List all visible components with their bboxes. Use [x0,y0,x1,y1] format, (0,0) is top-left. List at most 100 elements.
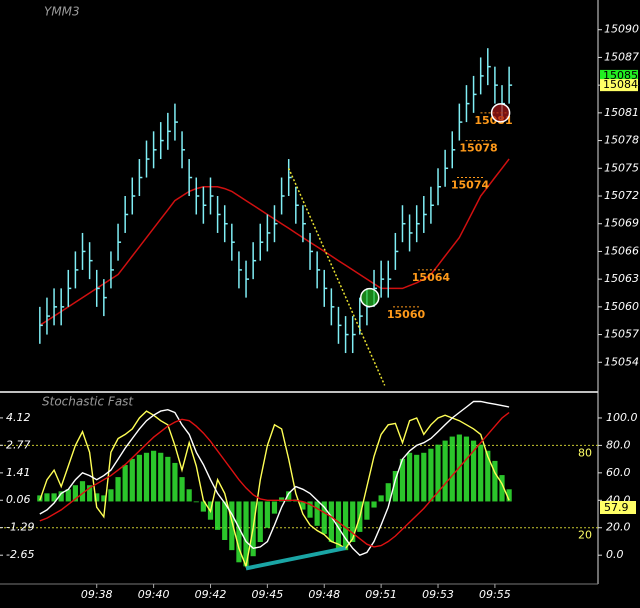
price-bar [131,177,136,215]
price-bar [330,288,335,326]
histogram-bar [428,448,434,502]
price-bar [174,103,178,141]
y2-tick-label: 80.0 [606,438,631,451]
price-bar [415,205,420,243]
histogram-bar [378,495,384,502]
histogram-bar [87,485,93,502]
histogram-bar [58,491,64,502]
price-bar [209,177,214,215]
y-tick-label: 15072 [604,189,639,202]
histogram-bar [463,436,470,502]
price-bar [401,205,406,243]
histogram-bar [286,491,292,502]
histogram-bar [278,497,285,502]
histogram-bar [165,456,171,502]
price-bar [95,269,100,307]
x-tick-label: 09:38 [81,588,113,601]
histogram-bar [342,501,349,551]
price-bar [167,112,171,150]
histogram-bar [449,436,455,502]
y-tick-label: 15054 [604,355,639,368]
trendline [288,167,386,386]
price-bar [323,269,328,307]
price-bar [88,242,93,280]
histogram-bar [229,501,235,551]
histogram-bar [236,501,242,563]
price-bar [430,186,434,224]
price-bar [252,242,257,280]
histogram-bar [243,501,249,567]
x-tick-label: 09:40 [138,588,170,601]
histogram-bar [435,444,441,502]
oscillator-line [39,411,510,548]
histogram-bar [478,444,484,502]
divergence-line [245,546,346,571]
chart-title: YMM3 [44,5,80,19]
histogram-bar [350,501,356,543]
level-label: 80 [578,446,592,459]
histogram-bar [264,501,270,528]
signal-marker [490,103,511,123]
histogram-bar [328,501,334,543]
histogram-bar [179,477,185,502]
histogram-bar [271,501,278,514]
histogram-bar [300,501,306,510]
price-bar [337,306,342,344]
histogram-bar [406,452,413,502]
price-bar [487,48,491,86]
price-bar [316,251,321,289]
price-bar [387,260,392,298]
price-bar [494,66,498,104]
y2-tick-label: 100.0 [606,411,638,424]
histogram-bar [44,493,50,502]
y-tick-label: -2.65 [6,548,34,561]
histogram-bar [158,452,164,502]
y-tick-label: 2.77 [6,438,31,451]
histogram-bar [94,493,100,502]
histogram-bar [499,475,505,502]
y2-tick-label: 20.0 [606,521,631,534]
oscillator-line [39,410,510,569]
price-bar [472,75,477,113]
histogram-bar [470,440,477,502]
histogram-bar [385,483,391,502]
histogram-bar [257,501,263,543]
y-tick-label: 15090 [604,23,639,36]
price-bar [287,159,292,196]
y-tick-label: 4.12 [6,411,31,424]
histogram-bar [193,501,199,503]
price-bar [351,316,356,354]
histogram-bar [321,501,327,534]
price-bar [39,306,43,344]
y-tick-label: 1.41 [6,466,31,479]
price-bar [408,214,413,252]
price-bar [380,260,385,298]
histogram-bar [492,460,498,502]
price-bar [152,131,157,169]
price-label: 15060 [387,308,426,321]
oscillator-line [39,400,510,557]
histogram-bar [314,501,320,526]
price-bar [103,279,107,317]
price-bar [181,131,186,169]
price-bar [223,205,228,243]
price-bar [110,251,114,289]
price-bar [238,251,242,289]
price-bar [451,131,456,169]
histogram-bar [421,452,427,502]
price-bar [81,232,86,270]
price-bar [216,196,221,233]
price-tag [600,69,638,82]
price-bar [245,260,250,298]
price-bar [423,196,427,233]
price-bar [394,232,399,270]
histogram-bar [442,440,448,502]
price-bar [359,297,363,335]
histogram-bar [136,454,142,502]
price-label: 15074 [451,179,490,192]
histogram-bar [485,450,491,502]
histogram-bar [222,501,228,540]
histogram-bar [371,501,377,508]
price-bar [266,214,271,252]
